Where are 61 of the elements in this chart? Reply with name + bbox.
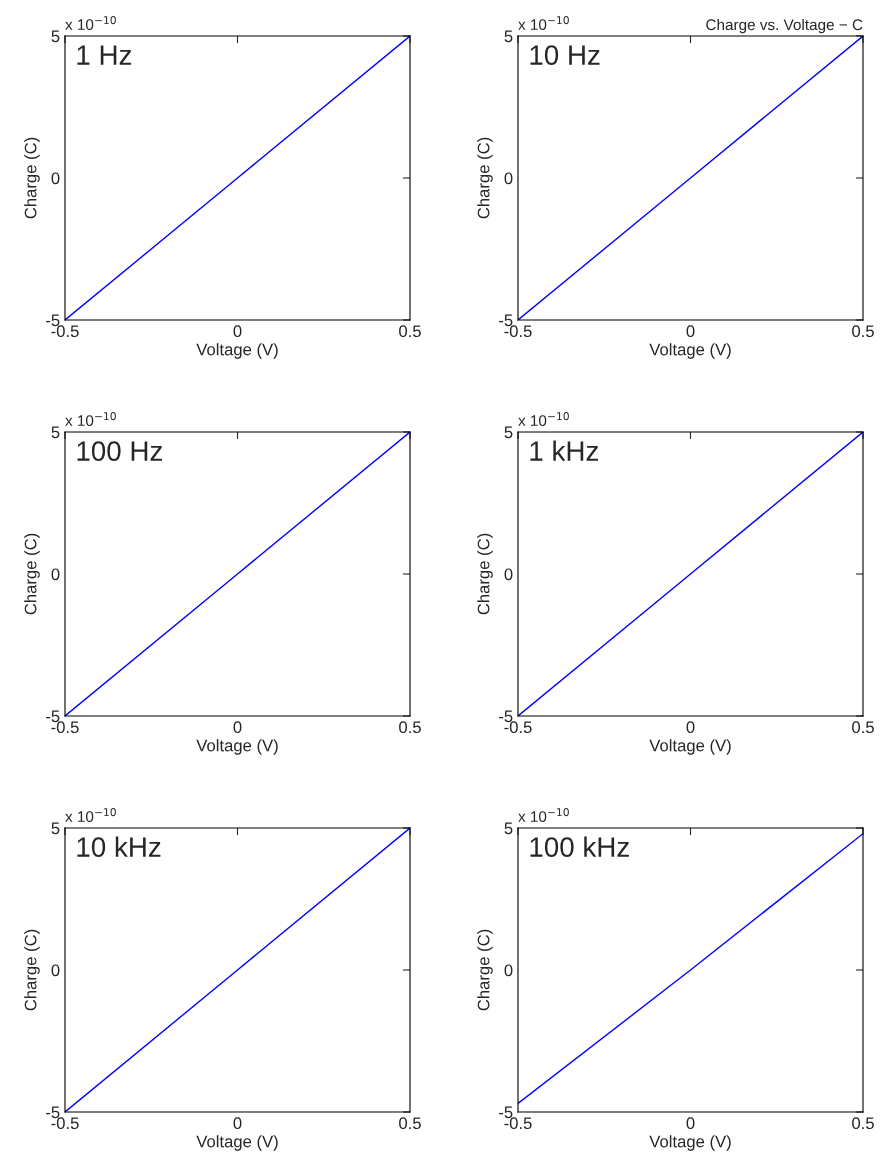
x-tick-label: 0.5 xyxy=(852,721,874,734)
text: x 10$^{−10}$ xyxy=(65,16,116,31)
x-tick-label: 0.5 xyxy=(852,325,874,338)
x-tick-label: 0 xyxy=(686,1117,695,1130)
x-tick-label: 0 xyxy=(686,721,695,734)
y-axis-title: Charge (C) xyxy=(24,533,40,615)
text: x 10$^{−10}$ xyxy=(518,808,569,823)
y-tick-label: 5 xyxy=(504,30,513,43)
y-tick-label: 0 xyxy=(504,568,513,581)
y-tick-label: -5 xyxy=(46,314,60,327)
y-tick-label: -5 xyxy=(499,710,513,723)
y-tick-label: 0 xyxy=(504,964,513,977)
x-tick-label: 0 xyxy=(233,1117,242,1130)
x-tick-label: 0.5 xyxy=(852,1117,874,1130)
text: x 10$^{−10}$ xyxy=(65,808,116,823)
y-axis-title: Charge (C) xyxy=(477,137,493,219)
x-tick-label: -0.5 xyxy=(504,1117,532,1130)
y-tick-label: -5 xyxy=(46,1106,60,1119)
y-tick-label: -5 xyxy=(499,1106,513,1119)
y-tick-label: 0 xyxy=(51,964,60,977)
y-tick-label: 5 xyxy=(504,822,513,835)
y-tick-label: 5 xyxy=(51,30,60,43)
x-tick-label: -0.5 xyxy=(504,325,532,338)
y-tick-label: 0 xyxy=(51,568,60,581)
y-axis-title: Charge (C) xyxy=(24,137,40,219)
x-tick-label: 0 xyxy=(686,325,695,338)
x-axis-title: Voltage (V) xyxy=(649,343,731,359)
x-axis-title: Voltage (V) xyxy=(649,1135,731,1151)
text: x 10$^{−10}$ xyxy=(65,412,116,427)
y-axis-title: Charge (C) xyxy=(477,929,493,1011)
y-axis-title: Charge (C) xyxy=(477,533,493,615)
text: x 10$^{−10}$ xyxy=(518,16,569,31)
chart-title: 100 Hz xyxy=(77,441,162,461)
x-axis-title: Voltage (V) xyxy=(196,343,278,359)
x-tick-label: 0 xyxy=(233,721,242,734)
y-tick-label: 5 xyxy=(51,426,60,439)
x-tick-label: -0.5 xyxy=(51,325,79,338)
x-tick-label: 0 xyxy=(233,325,242,338)
y-tick-label: 5 xyxy=(51,822,60,835)
chart-title: 1 kHz xyxy=(530,440,598,461)
x-axis-title: Voltage (V) xyxy=(649,739,731,755)
y-tick-label: -5 xyxy=(499,314,513,327)
text: Charge vs. Voltage − C xyxy=(706,18,863,34)
y-tick-label: 5 xyxy=(504,426,513,439)
x-tick-label: -0.5 xyxy=(504,721,532,734)
y-tick-label: 0 xyxy=(51,172,60,185)
y-tick-label: 0 xyxy=(504,172,513,185)
x-axis-title: Voltage (V) xyxy=(196,739,278,755)
x-tick-label: 0.5 xyxy=(399,1117,421,1130)
y-axis-title: Charge (C) xyxy=(24,929,40,1011)
y-tick-label: -5 xyxy=(46,710,60,723)
x-tick-label: -0.5 xyxy=(51,1117,79,1130)
chart-title: 1 Hz xyxy=(77,45,132,65)
x-axis-title: Voltage (V) xyxy=(196,1135,278,1151)
text: x 10$^{−10}$ xyxy=(518,412,569,427)
x-tick-label: -0.5 xyxy=(51,721,79,734)
chart-title: 10 kHz xyxy=(77,836,161,857)
chart-title: 100 kHz xyxy=(530,836,629,857)
x-tick-label: 0.5 xyxy=(399,325,421,338)
chart-title: 10 Hz xyxy=(530,45,600,65)
x-tick-label: 0.5 xyxy=(399,721,421,734)
